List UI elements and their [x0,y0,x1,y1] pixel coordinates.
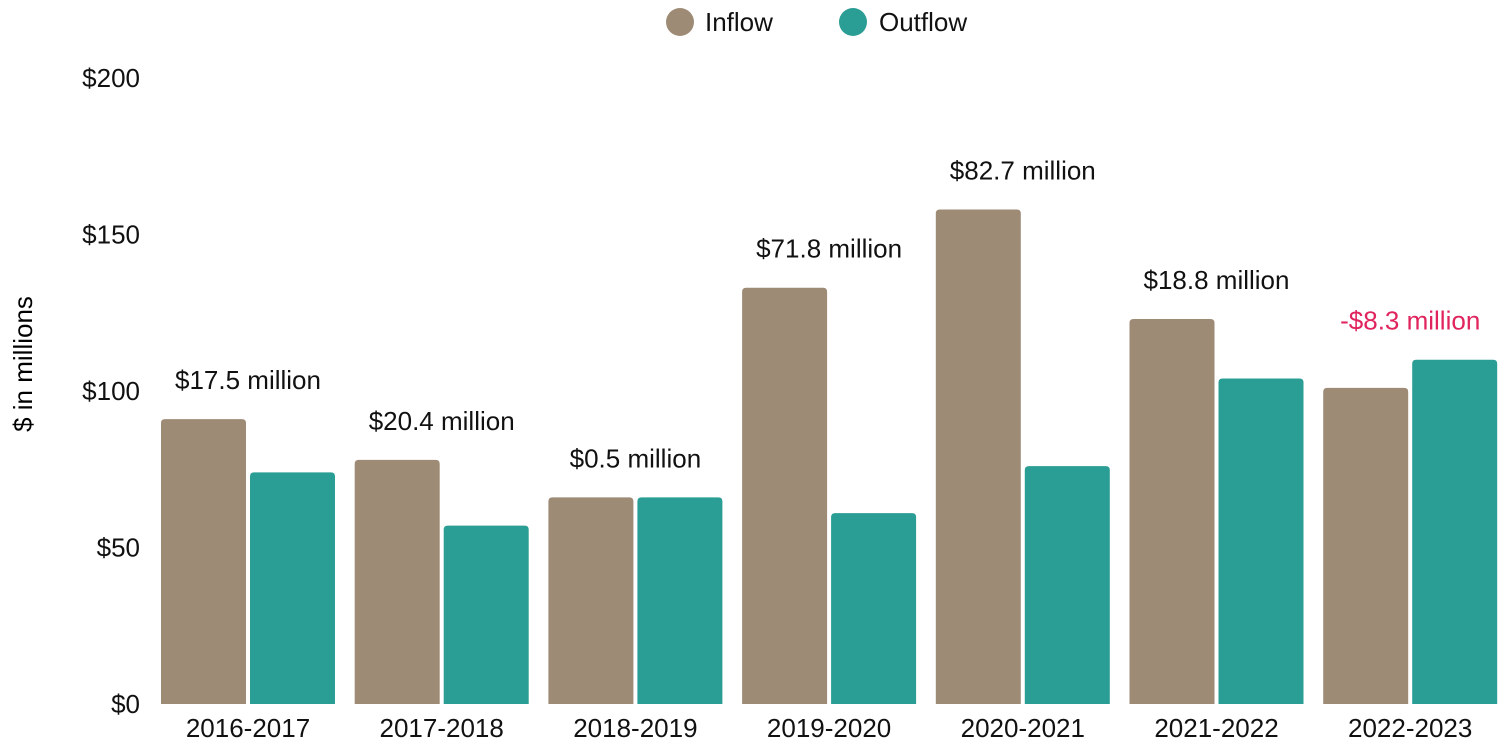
x-tick-label: 2020-2021 [961,713,1085,743]
y-axis-label: $ in millions [8,296,38,432]
bar-outflow-2017-2018 [443,525,529,704]
net-flow-label: -$8.3 million [1340,306,1480,336]
bar-outflow-2021-2022 [1218,378,1304,704]
y-tick-label: $50 [97,533,140,563]
x-axis-ticks: 2016-2017 2017-2018 2018-2019 2019-2020 2020… [186,713,1473,743]
y-tick-label: $150 [82,220,140,250]
x-tick-label: 2018-2019 [573,713,697,743]
bar-inflow-2020-2021 [935,209,1021,704]
bar-inflow-2016-2017 [161,419,246,704]
x-tick-label: 2017-2018 [380,713,504,743]
net-flow-label: $71.8 million [756,234,902,264]
y-tick-label: $200 [82,63,140,93]
net-flow-label: $18.8 million [1144,265,1290,295]
y-axis-ticks: $0 $50 $100 $150 $200 [82,63,140,719]
bar-outflow-2022-2023 [1412,359,1498,704]
legend-label-outflow: Outflow [879,7,967,37]
net-flow-label: $17.5 million [175,365,321,395]
legend-swatch-inflow [666,8,694,36]
net-flow-label: $82.7 million [950,155,1096,185]
y-tick-label: $100 [82,376,140,406]
bar-inflow-2017-2018 [354,459,440,704]
x-tick-label: 2016-2017 [186,713,310,743]
x-tick-label: 2022-2023 [1348,713,1472,743]
bar-outflow-2016-2017 [250,472,335,704]
bar-outflow-2018-2019 [637,497,723,704]
net-flow-label: $20.4 million [369,406,515,436]
bars [161,209,1498,704]
legend-swatch-outflow [839,8,867,36]
legend: Inflow Outflow [666,7,967,37]
net-flow-label: $0.5 million [570,443,702,473]
bar-inflow-2018-2019 [548,497,634,704]
bar-outflow-2020-2021 [1024,466,1110,704]
bar-inflow-2019-2020 [742,287,828,704]
annotations: $17.5 million $20.4 million $0.5 million $7… [175,155,1480,473]
x-tick-label: 2019-2020 [767,713,891,743]
x-tick-label: 2021-2022 [1154,713,1278,743]
bar-inflow-2021-2022 [1129,319,1215,704]
y-tick-label: $0 [111,689,140,719]
bar-inflow-2022-2023 [1323,387,1409,704]
bar-outflow-2019-2020 [831,513,917,704]
legend-label-inflow: Inflow [705,7,773,37]
